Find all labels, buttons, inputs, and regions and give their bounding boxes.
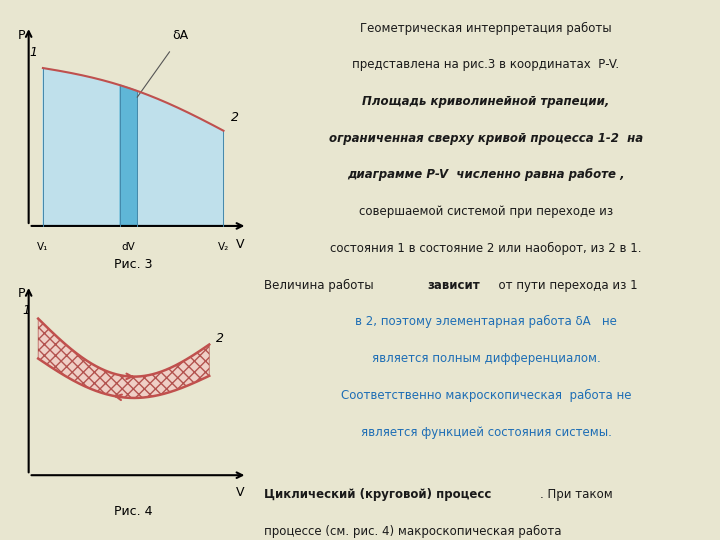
Text: Рис. 3: Рис. 3 [114, 259, 153, 272]
Text: V: V [236, 238, 245, 251]
Text: Циклический (круговой) процесс: Циклический (круговой) процесс [264, 488, 491, 501]
Text: Рис. 4: Рис. 4 [114, 505, 153, 518]
Text: 2: 2 [217, 332, 225, 346]
Text: является функцией состояния системы.: является функцией состояния системы. [361, 426, 611, 438]
Text: . При таком: . При таком [541, 488, 613, 501]
Text: dV: dV [122, 242, 135, 252]
Text: V₂: V₂ [218, 242, 229, 252]
Text: Площадь криволинейной трапеции,: Площадь криволинейной трапеции, [362, 95, 610, 108]
Text: Величина работы: Величина работы [264, 279, 377, 292]
Text: 2: 2 [230, 111, 238, 124]
Text: 1: 1 [22, 304, 30, 318]
Text: совершаемой системой при переходе из: совершаемой системой при переходе из [359, 205, 613, 218]
Text: ограниченная сверху кривой процесса 1-2  на: ограниченная сверху кривой процесса 1-2 … [329, 132, 643, 145]
Text: V: V [236, 486, 245, 499]
Text: Соответственно макроскопическая  работа не: Соответственно макроскопическая работа н… [341, 389, 631, 402]
Text: зависит: зависит [427, 279, 480, 292]
Polygon shape [120, 85, 137, 226]
Text: в 2, поэтому элементарная работа δА   не: в 2, поэтому элементарная работа δА не [355, 315, 617, 328]
Text: 1: 1 [30, 46, 37, 59]
Text: P: P [18, 287, 25, 300]
Text: является полным дифференциалом.: является полным дифференциалом. [372, 352, 600, 365]
Text: V₁: V₁ [37, 242, 48, 252]
Polygon shape [43, 68, 223, 226]
Text: диаграмме Р-V  численно равна работе ,: диаграмме Р-V численно равна работе , [347, 168, 625, 181]
Text: δA: δA [173, 30, 189, 43]
Text: P: P [18, 29, 25, 42]
Text: состояния 1 в состояние 2 или наоборот, из 2 в 1.: состояния 1 в состояние 2 или наоборот, … [330, 242, 642, 255]
Text: Геометрическая интерпретация работы: Геометрическая интерпретация работы [360, 22, 612, 35]
Polygon shape [38, 319, 210, 398]
Text: представлена на рис.3 в координатах  Р-V.: представлена на рис.3 в координатах Р-V. [352, 58, 620, 71]
Text: от пути перехода из 1: от пути перехода из 1 [490, 279, 637, 292]
Text: процессе (см. рис. 4) макроскопическая работа: процессе (см. рис. 4) макроскопическая р… [264, 525, 561, 538]
